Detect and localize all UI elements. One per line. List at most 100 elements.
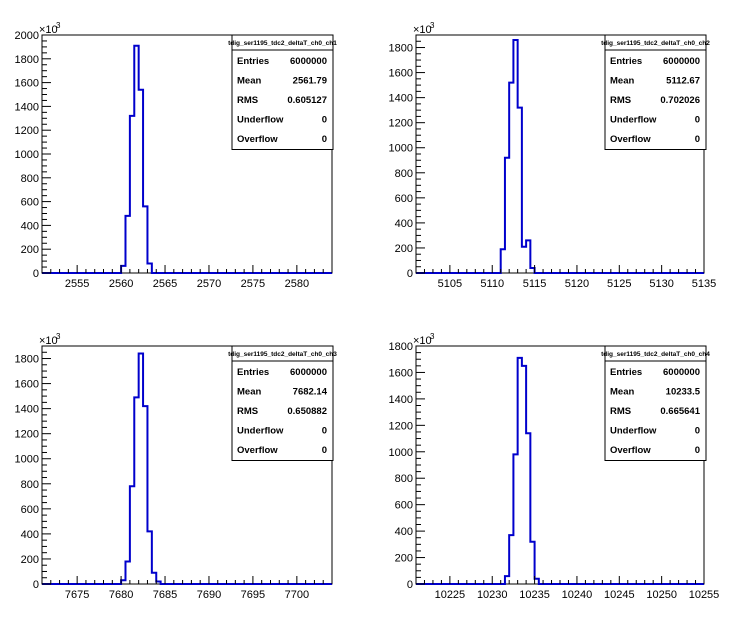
histogram-bin-9 (152, 573, 156, 584)
stats-label: Entries (610, 56, 642, 67)
stats-label: RMS (610, 406, 631, 417)
y-tick-label: 1600 (389, 68, 413, 80)
histogram-bin-3 (505, 158, 509, 273)
x-tick-label: 7700 (285, 589, 309, 601)
y-tick-label: 200 (21, 554, 39, 566)
stats-label: Underflow (237, 426, 284, 437)
histogram-bin-6 (518, 108, 522, 273)
x-tick-label: 10240 (562, 589, 593, 601)
y-tick-label: 600 (395, 500, 413, 512)
stats-value: 0 (322, 134, 327, 145)
x-tick-label: 10235 (519, 589, 550, 601)
histogram-bin-5 (134, 397, 138, 584)
stats-value: 0 (695, 115, 700, 126)
y-tick-label: 1400 (15, 404, 39, 416)
stats-value: 0 (695, 426, 700, 437)
histogram-bin-9 (535, 579, 539, 584)
stats-box-title: tdig_ser1195_tdc2_deltaT_ch0_ch3 (228, 351, 337, 358)
y-tick-label: 200 (21, 244, 39, 256)
stats-box-title: tdig_ser1195_tdc2_deltaT_ch0_ch1 (228, 40, 337, 47)
y-exponent-power: 3 (56, 21, 61, 30)
histogram-line (416, 356, 704, 585)
stats-value: 5112.67 (666, 76, 700, 87)
y-exponent-label: ×10 (413, 24, 432, 36)
histogram-bin-4 (509, 83, 513, 273)
y-tick-label: 2000 (15, 30, 39, 42)
stats-label: Entries (610, 367, 642, 378)
y-tick-label: 1000 (15, 149, 39, 161)
histogram-bin-2 (505, 576, 509, 584)
y-tick-label: 1400 (389, 93, 413, 105)
histogram-bin-2 (121, 580, 125, 584)
x-tick-label: 7685 (153, 589, 177, 601)
histogram-bin-3 (509, 535, 513, 584)
stats-box-title: tdig_ser1195_tdc2_deltaT_ch0_ch2 (601, 40, 710, 47)
x-tick-label: 10230 (477, 589, 508, 601)
histogram-bin-3 (125, 216, 129, 273)
histogram-bin-2 (501, 249, 505, 273)
y-tick-label: 1600 (389, 367, 413, 379)
stats-value: 10233.5 (666, 387, 701, 398)
stats-label: Overflow (610, 134, 651, 145)
stats-label: Mean (610, 387, 634, 398)
x-tick-label: 5105 (438, 278, 462, 290)
x-tick-label: 2555 (65, 278, 89, 290)
x-tick-label: 10250 (646, 589, 677, 601)
y-tick-label: 1600 (15, 78, 39, 90)
x-tick-label: 2570 (197, 278, 221, 290)
stats-box-frame (604, 34, 707, 150)
y-tick-label: 200 (395, 553, 413, 565)
stats-box: tdig_ser1195_tdc2_deltaT_ch0_ch4 Entries 6… (601, 345, 710, 461)
histogram-bin-2 (121, 266, 125, 273)
x-tick-label: 2565 (153, 278, 177, 290)
histogram-bin-5 (134, 46, 138, 273)
x-tick-label: 2580 (285, 278, 309, 290)
stats-label: RMS (237, 406, 258, 417)
histogram-bin-7 (526, 433, 530, 584)
x-tick-label: 7680 (109, 589, 133, 601)
stats-value: 0.650882 (287, 406, 327, 417)
y-tick-label: 800 (395, 168, 413, 180)
histogram-bin-8 (526, 240, 530, 273)
histogram-bin-8 (147, 263, 151, 273)
y-tick-label: 1000 (389, 143, 413, 155)
histogram-bin-9 (530, 268, 534, 273)
y-tick-label: 800 (21, 479, 39, 491)
stats-box-frame (231, 345, 334, 461)
stats-value: 6000000 (663, 367, 700, 378)
stats-label: Underflow (610, 426, 657, 437)
stats-label: Entries (237, 367, 269, 378)
histogram-panel-4: 10225 10230 10235 10240 10245 10250 10255 0 200 4… (389, 332, 720, 601)
x-tick-label: 10225 (435, 589, 466, 601)
y-exponent-label: ×10 (39, 24, 58, 36)
stats-value: 6000000 (290, 367, 327, 378)
histogram-bin-8 (147, 531, 151, 584)
stats-label: RMS (610, 95, 631, 106)
histogram-bin-4 (130, 116, 134, 273)
stats-box: tdig_ser1195_tdc2_deltaT_ch0_ch1 Entries 6… (228, 34, 337, 150)
histogram-line (42, 352, 332, 585)
stats-value: 0 (322, 115, 327, 126)
stats-value: 0 (322, 426, 327, 437)
histogram-bin-6 (139, 354, 143, 584)
y-exponent-power: 3 (430, 21, 435, 30)
histogram-bin-6 (139, 90, 143, 273)
stats-label: Underflow (237, 115, 284, 126)
stats-label: RMS (237, 95, 258, 106)
stats-label: Mean (237, 387, 261, 398)
x-tick-label: 7675 (65, 589, 89, 601)
y-tick-label: 600 (21, 197, 39, 209)
y-tick-label: 800 (21, 173, 39, 185)
histogram-panel-1: 2555 2560 2565 2570 2575 2580 0 200 400 600 800 100… (15, 21, 338, 290)
stats-value: 0.665641 (660, 406, 700, 417)
y-tick-label: 400 (21, 220, 39, 232)
y-tick-label: 1200 (15, 125, 39, 137)
stats-label: Overflow (610, 445, 651, 456)
stats-value: 2561.79 (293, 76, 327, 87)
y-tick-label: 1800 (15, 54, 39, 66)
x-tick-label: 10255 (689, 589, 720, 601)
stats-label: Underflow (610, 115, 657, 126)
y-tick-label: 1200 (389, 118, 413, 130)
y-exponent-label: ×10 (413, 335, 432, 347)
